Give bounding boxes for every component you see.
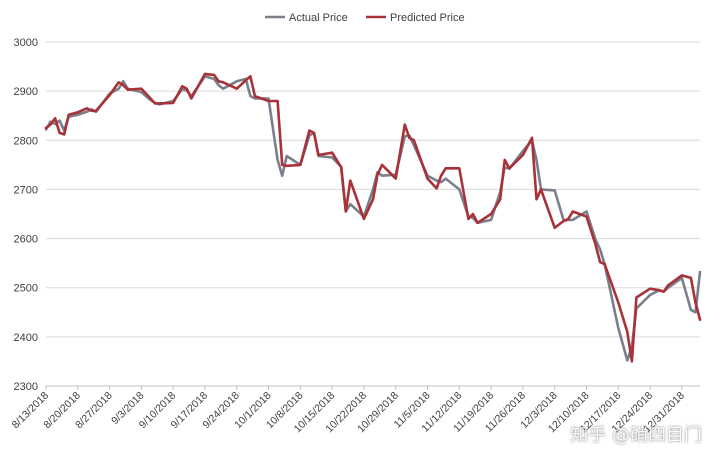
- y-tick-label: 2700: [14, 184, 38, 196]
- y-tick-label: 2500: [14, 283, 38, 295]
- y-tick-label: 2800: [14, 135, 38, 147]
- y-axis-ticks: 2300 2400 2500 2600 2700 2800 2900 3000: [14, 37, 38, 393]
- series-line-predicted-price: [44, 72, 702, 363]
- legend-label: Actual Price: [289, 12, 348, 24]
- y-tick-label: 2300: [14, 381, 38, 393]
- legend: Actual Price Predicted Price: [265, 12, 465, 24]
- y-tick-label: 2600: [14, 234, 38, 246]
- series-line-actual-price: [44, 75, 702, 362]
- gridlines: [46, 41, 700, 338]
- watermark-text: 知乎 @硝四目门: [570, 425, 702, 446]
- y-tick-label: 3000: [14, 37, 38, 49]
- legend-label: Predicted Price: [390, 12, 465, 24]
- y-tick-label: 2400: [14, 332, 38, 344]
- y-tick-label: 2900: [14, 86, 38, 98]
- series-lines: [44, 72, 702, 363]
